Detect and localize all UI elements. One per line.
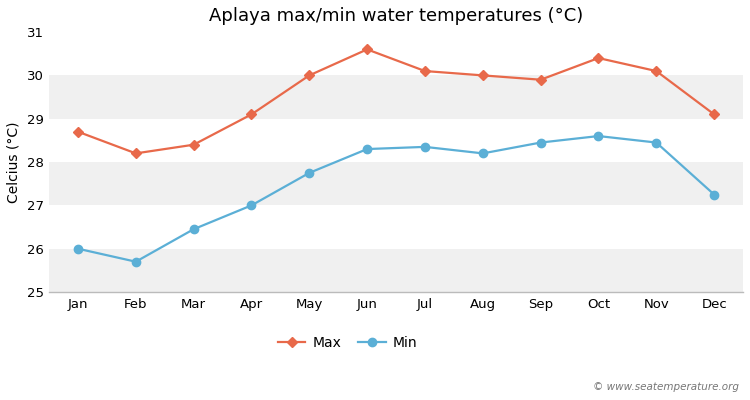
Bar [49,249,743,292]
Max [363,47,372,52]
Min [131,259,140,264]
Text: © www.seatemperature.org: © www.seatemperature.org [592,382,739,392]
Min [304,170,313,175]
Max [652,69,661,74]
Max [594,56,603,60]
Max [536,77,545,82]
Max [74,129,82,134]
Min [421,144,430,149]
Max [247,112,256,117]
Title: Aplaya max/min water temperatures (°C): Aplaya max/min water temperatures (°C) [209,7,584,25]
Bar [49,75,743,119]
Max [304,73,313,78]
Bar [49,162,743,205]
Line: Min: Min [74,132,718,266]
Line: Max: Max [74,46,718,157]
Min [363,147,372,152]
Max [478,73,488,78]
Max [189,142,198,147]
Max [421,69,430,74]
Legend: Max, Min: Max, Min [272,330,423,355]
Min [710,192,718,197]
Min [478,151,488,156]
Min [189,227,198,232]
Bar [49,32,743,75]
Max [710,112,718,117]
Min [536,140,545,145]
Y-axis label: Celcius (°C): Celcius (°C) [7,121,21,203]
Max [131,151,140,156]
Min [594,134,603,138]
Min [74,246,82,251]
Bar [49,119,743,162]
Bar [49,205,743,249]
Min [247,203,256,208]
Min [652,140,661,145]
